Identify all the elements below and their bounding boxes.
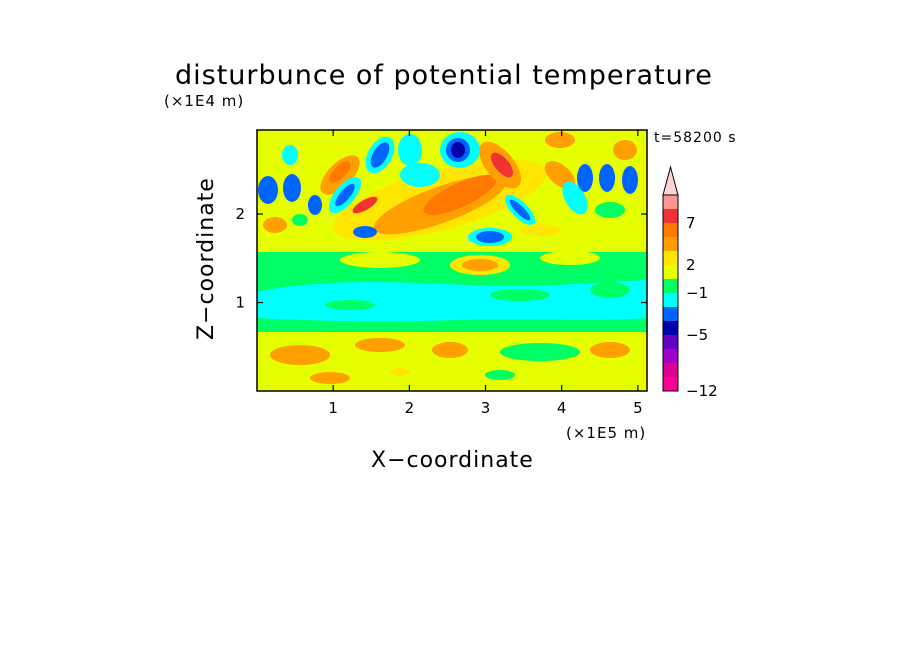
colorbar-swatch <box>663 209 678 224</box>
colorbar-label: −1 <box>686 284 708 302</box>
colorbar-swatch <box>663 293 678 308</box>
colorbar: 7 2 −1 −5 −12 <box>662 165 718 400</box>
z-tick-label: 2 <box>235 205 245 223</box>
z-axis: 12 <box>235 205 647 312</box>
colorbar-swatch <box>663 265 678 280</box>
colorbar-swatch <box>663 363 678 378</box>
colorbar-extend-triangle <box>662 165 679 196</box>
z-axis-unit: (×1E4 m) <box>164 92 245 110</box>
chart-title: disturbunce of potential temperature <box>175 60 713 91</box>
colorbar-label: −12 <box>686 382 718 400</box>
x-axis-label: X−coordinate <box>371 448 534 473</box>
colorbar-swatch <box>663 223 678 238</box>
colorbar-swatch <box>663 349 678 364</box>
x-axis-unit: (×1E5 m) <box>566 424 647 442</box>
colorbar-swatch <box>663 195 678 210</box>
colorbar-swatch <box>663 251 678 266</box>
colorbar-label: 2 <box>686 256 696 274</box>
colorbar-label: 7 <box>686 214 696 232</box>
colorbar-swatch <box>663 279 678 294</box>
x-tick-label: 5 <box>633 399 643 417</box>
colorbar-label: −5 <box>686 326 708 344</box>
x-tick-label: 4 <box>557 399 567 417</box>
x-tick-label: 2 <box>405 399 415 417</box>
x-tick-label: 3 <box>481 399 491 417</box>
plot-frame <box>256 129 648 392</box>
colorbar-swatch <box>663 307 678 322</box>
contour-field <box>257 130 647 391</box>
colorbar-swatch <box>663 321 678 336</box>
time-label: t=58200 s <box>654 130 737 146</box>
colorbar-swatch <box>663 237 678 252</box>
x-axis: 1 2 3 4 5 <box>328 130 643 417</box>
z-tick-label: 1 <box>235 294 245 312</box>
colorbar-frame <box>662 194 679 392</box>
colorbar-swatch <box>663 335 678 350</box>
colorbar-swatch <box>663 377 678 392</box>
x-tick-label: 1 <box>328 399 338 417</box>
